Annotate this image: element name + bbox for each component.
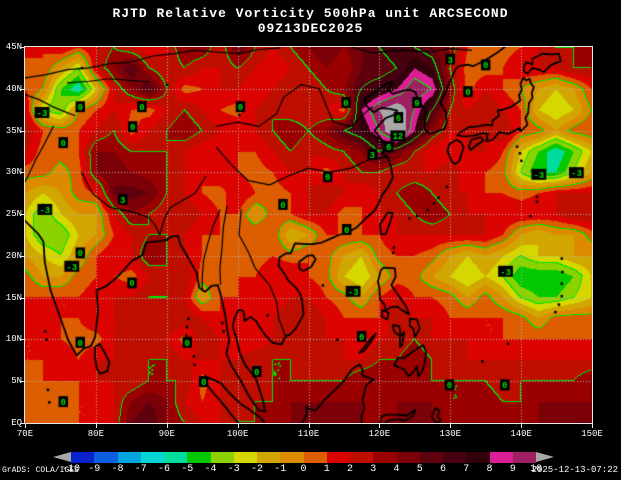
map-plot-area — [24, 46, 593, 424]
lon-tick-label: 130E — [439, 429, 462, 439]
colorbar-tick-label: 5 — [416, 464, 423, 475]
lon-tickmark — [95, 423, 97, 428]
colorbar-segment — [164, 452, 188, 463]
lat-tickmark — [20, 88, 25, 90]
lat-tick-label: 25N — [5, 209, 22, 220]
lat-tickmark — [20, 339, 25, 341]
colorbar-tick-label: 7 — [463, 464, 470, 475]
lat-tick-label: EQ — [11, 418, 22, 428]
lat-tick-label: 5N — [11, 376, 22, 387]
chart-title: RJTD Relative Vorticity 500hPa unit ARCS… — [112, 6, 509, 21]
chart-subtitle: 09Z13DEC2025 — [257, 21, 364, 36]
lat-tickmark — [20, 297, 25, 299]
colorbar-segment — [489, 452, 513, 463]
colorbar-tick-label: -9 — [88, 464, 101, 475]
lon-tick-label: 120E — [368, 429, 391, 439]
colorbar-tick-label: -8 — [111, 464, 124, 475]
colorbar-tick-label: 9 — [509, 464, 516, 475]
lon-tickmark — [308, 423, 310, 428]
colorbar-segment — [373, 452, 397, 463]
lat-tick-label: 35N — [5, 125, 22, 136]
colorbar-tick-label: -2 — [250, 464, 264, 475]
colorbar-segment — [187, 452, 211, 463]
lat-tickmark — [20, 172, 25, 174]
colorbar-segment — [140, 452, 164, 463]
lon-tickmark — [25, 423, 26, 428]
colorbar-tick-label: -3 — [227, 464, 240, 475]
colorbar-segment — [419, 452, 443, 463]
lon-tickmark — [592, 423, 593, 428]
colorbar-segment — [443, 452, 467, 463]
lat-tick-label: 15N — [5, 292, 22, 303]
colorbar — [53, 452, 554, 463]
colorbar-tick-label: 10 — [529, 464, 543, 475]
lon-tickmark — [166, 423, 168, 428]
colorbar-segment — [94, 452, 118, 463]
colorbar-segment — [233, 452, 257, 463]
colorbar-tick-label: 0 — [300, 464, 307, 475]
grads-credit: GrADS: COLA/IGES — [2, 466, 79, 475]
colorbar-segment — [71, 452, 95, 463]
colorbar-tick-label: 2 — [346, 464, 354, 475]
render-timestamp: 2025-12-13-07:22 — [531, 465, 618, 475]
lon-tick-label: 150E — [581, 429, 603, 439]
colorbar-segment — [512, 452, 536, 463]
lat-tickmark — [20, 47, 25, 48]
colorbar-tick-label: 4 — [393, 464, 400, 475]
colorbar-tick-label: 8 — [486, 464, 493, 475]
lon-tick-label: 90E — [158, 429, 175, 439]
lon-tickmark — [379, 423, 381, 428]
lat-tickmark — [20, 130, 25, 132]
colorbar-segment — [303, 452, 327, 463]
colorbar-segment — [466, 452, 490, 463]
colorbar-tick-label: 6 — [439, 464, 447, 475]
lat-tick-label: 10N — [5, 334, 22, 345]
lat-tickmark — [20, 423, 25, 424]
lon-tickmark — [450, 423, 452, 428]
lat-tickmark — [20, 214, 25, 216]
colorbar-segment — [117, 452, 141, 463]
colorbar-segment — [210, 452, 234, 463]
colorbar-tick-label: -1 — [274, 464, 287, 475]
colorbar-tick-label: -5 — [181, 464, 194, 475]
lat-tick-label: 40N — [5, 83, 22, 94]
colorbar-tick-label: -7 — [134, 464, 147, 475]
colorbar-segment — [280, 452, 304, 463]
colorbar-tick-label: 3 — [370, 464, 377, 475]
colorbar-tick-label: -6 — [157, 464, 171, 475]
colorbar-tick-label: -4 — [204, 464, 217, 475]
colorbar-segment — [257, 452, 281, 463]
lat-tick-label: 45N — [5, 42, 22, 52]
lon-tick-label: 70E — [16, 429, 34, 439]
lat-tickmark — [20, 255, 25, 257]
lon-tick-label: 140E — [510, 429, 532, 439]
colorbar-segment — [350, 452, 374, 463]
lon-tick-label: 100E — [226, 429, 249, 439]
colorbar-right-arrow — [536, 452, 554, 462]
colorbar-left-arrow — [53, 452, 71, 462]
map-canvas — [25, 47, 592, 423]
lon-tick-label: 80E — [87, 429, 104, 439]
lon-tick-label: 110E — [297, 429, 320, 439]
lon-tickmark — [521, 423, 523, 428]
colorbar-tick-label: 1 — [323, 464, 330, 475]
colorbar-tick-label: -10 — [61, 464, 81, 475]
lat-tick-label: 30N — [5, 167, 22, 178]
lat-tick-label: 20N — [5, 250, 22, 261]
lon-tickmark — [237, 423, 239, 428]
colorbar-segment — [396, 452, 420, 463]
colorbar-segment — [326, 452, 350, 463]
lat-tickmark — [20, 381, 25, 383]
